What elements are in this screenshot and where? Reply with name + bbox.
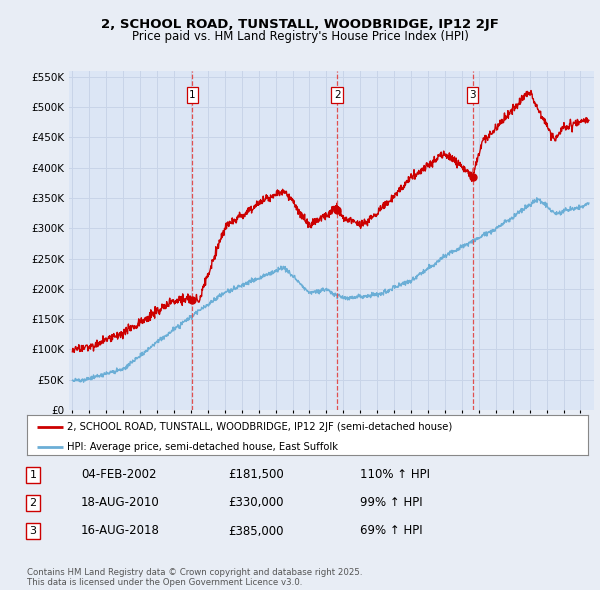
Text: 2: 2 [334,90,340,100]
Text: 18-AUG-2010: 18-AUG-2010 [81,496,160,509]
Text: 3: 3 [469,90,476,100]
Text: £330,000: £330,000 [228,496,284,509]
Text: 04-FEB-2002: 04-FEB-2002 [81,468,157,481]
Text: 99% ↑ HPI: 99% ↑ HPI [360,496,422,509]
Text: HPI: Average price, semi-detached house, East Suffolk: HPI: Average price, semi-detached house,… [67,442,338,452]
Text: Price paid vs. HM Land Registry's House Price Index (HPI): Price paid vs. HM Land Registry's House … [131,30,469,43]
Text: 69% ↑ HPI: 69% ↑ HPI [360,525,422,537]
Text: £385,000: £385,000 [228,525,284,537]
Text: 16-AUG-2018: 16-AUG-2018 [81,525,160,537]
Text: 1: 1 [189,90,196,100]
Text: 2, SCHOOL ROAD, TUNSTALL, WOODBRIDGE, IP12 2JF (semi-detached house): 2, SCHOOL ROAD, TUNSTALL, WOODBRIDGE, IP… [67,422,452,432]
Text: £181,500: £181,500 [228,468,284,481]
Text: 1: 1 [29,470,37,480]
Text: 2, SCHOOL ROAD, TUNSTALL, WOODBRIDGE, IP12 2JF: 2, SCHOOL ROAD, TUNSTALL, WOODBRIDGE, IP… [101,18,499,31]
Text: 3: 3 [29,526,37,536]
Text: 110% ↑ HPI: 110% ↑ HPI [360,468,430,481]
Text: 2: 2 [29,498,37,507]
Text: Contains HM Land Registry data © Crown copyright and database right 2025.
This d: Contains HM Land Registry data © Crown c… [27,568,362,587]
